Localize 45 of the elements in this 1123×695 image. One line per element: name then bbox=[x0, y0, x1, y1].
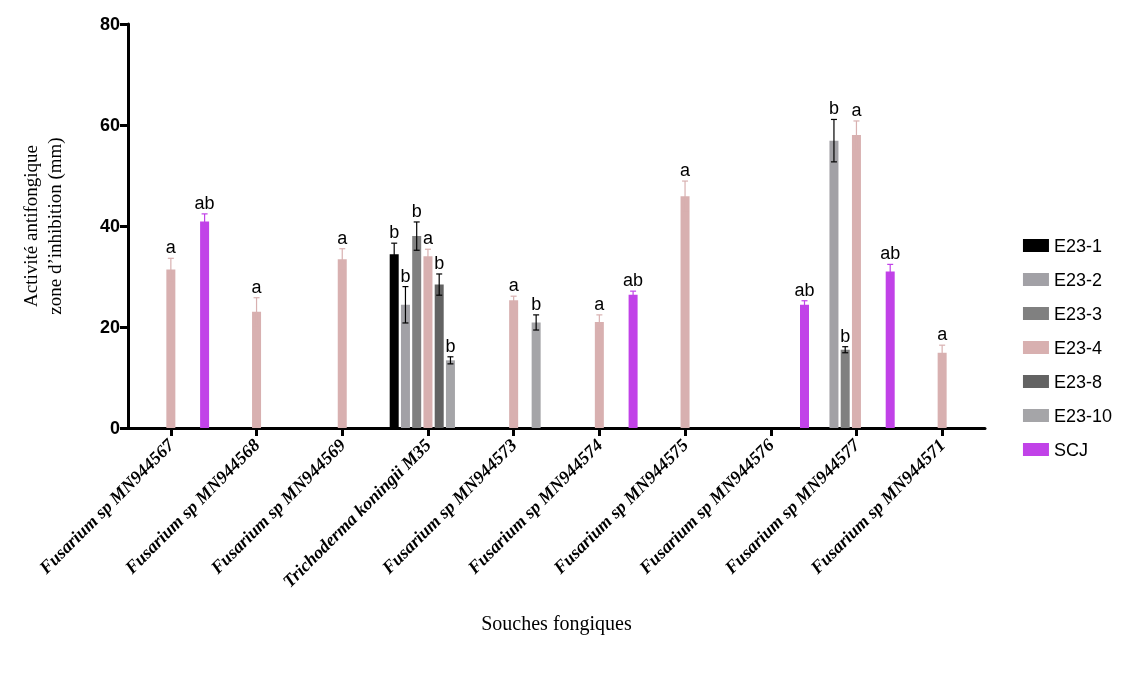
legend-label: E23-8 bbox=[1053, 371, 1102, 392]
y-tick-label: 80 bbox=[99, 14, 120, 34]
legend-label: E23-10 bbox=[1053, 405, 1112, 426]
y-tick-label: 40 bbox=[99, 216, 120, 236]
legend-label: E23-1 bbox=[1053, 235, 1102, 256]
bar bbox=[400, 304, 410, 428]
data-label: a bbox=[851, 99, 863, 120]
data-label: a bbox=[337, 227, 349, 248]
y-tick-label: 60 bbox=[99, 115, 120, 135]
data-label: ab bbox=[880, 243, 901, 264]
legend-label: E23-2 bbox=[1053, 269, 1102, 290]
y-tick-label: 20 bbox=[99, 317, 120, 337]
bar bbox=[412, 236, 422, 428]
data-label: b bbox=[531, 293, 542, 314]
bar bbox=[509, 300, 519, 428]
y-tick-label: 0 bbox=[109, 418, 120, 438]
bar bbox=[829, 140, 839, 428]
data-label: a bbox=[680, 160, 692, 181]
data-label: b bbox=[389, 222, 400, 243]
data-label: b bbox=[434, 252, 445, 273]
data-label: b bbox=[411, 200, 422, 221]
data-label: b bbox=[828, 98, 839, 119]
legend-label: E23-4 bbox=[1053, 337, 1102, 358]
data-label: a bbox=[422, 228, 434, 249]
bar bbox=[434, 284, 444, 428]
bar bbox=[531, 322, 541, 428]
bar bbox=[445, 360, 455, 428]
bar bbox=[628, 294, 638, 428]
data-label: b bbox=[400, 265, 411, 286]
data-label: ab bbox=[794, 279, 815, 300]
data-label: a bbox=[251, 276, 263, 297]
data-label: ab bbox=[194, 192, 215, 213]
bar bbox=[800, 304, 809, 428]
legend-label: E23-3 bbox=[1053, 303, 1102, 324]
data-label: a bbox=[165, 237, 177, 258]
data-label: ab bbox=[623, 270, 644, 291]
data-label: a bbox=[937, 324, 949, 345]
data-label: b bbox=[445, 335, 456, 356]
data-label: b bbox=[840, 325, 851, 346]
x-axis-title: Souches fongiques bbox=[481, 612, 632, 635]
data-label: a bbox=[508, 275, 520, 296]
bar bbox=[840, 349, 850, 428]
y-axis-title: Activité antifongique zone d’inhibition (mm) bbox=[19, 137, 66, 315]
legend-label: SCJ bbox=[1053, 439, 1088, 460]
data-label: a bbox=[594, 293, 606, 314]
